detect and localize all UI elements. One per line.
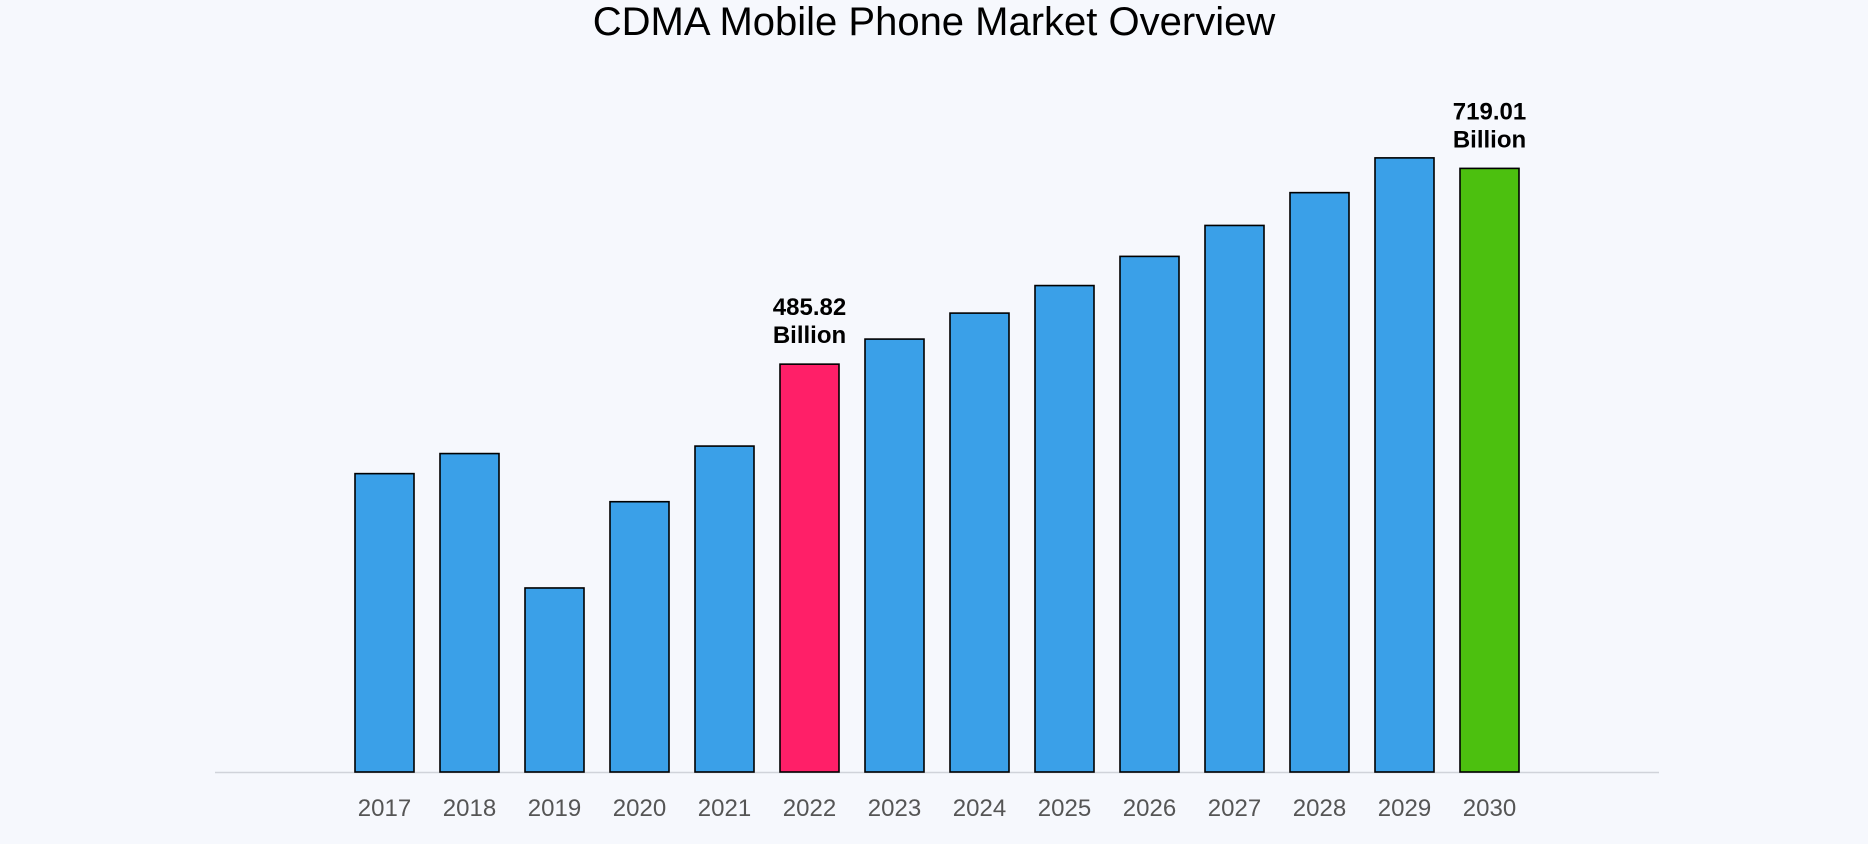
bar-2020 xyxy=(609,500,670,773)
bar-2029 xyxy=(1374,157,1435,773)
x-tick-label: 2029 xyxy=(1378,795,1431,822)
x-tick-label: 2028 xyxy=(1293,795,1346,822)
bar-2019 xyxy=(524,587,585,773)
bar-2017 xyxy=(354,472,415,773)
x-tick-label: 2025 xyxy=(1038,795,1091,822)
x-tick-label: 2017 xyxy=(358,795,411,822)
x-tick-label: 2024 xyxy=(953,795,1006,822)
x-tick-label: 2026 xyxy=(1123,795,1176,822)
data-label-2030: 719.01 xyxy=(1453,98,1526,125)
x-tick-label: 2023 xyxy=(868,795,921,822)
x-tick-label: 2030 xyxy=(1463,795,1516,822)
bar-2022 xyxy=(779,363,840,773)
bar-2025 xyxy=(1034,284,1095,773)
x-tick-label: 2020 xyxy=(613,795,666,822)
bar-2028 xyxy=(1289,191,1350,773)
bar-2027 xyxy=(1204,224,1265,773)
x-tick-label: 2018 xyxy=(443,795,496,822)
data-label-2022: 485.82 xyxy=(773,294,846,321)
data-label-2030: Billion xyxy=(1453,126,1526,153)
bar-2026 xyxy=(1119,255,1180,773)
data-label-2022: Billion xyxy=(773,322,846,349)
x-tick-label: 2021 xyxy=(698,795,751,822)
x-tick-label: 2019 xyxy=(528,795,581,822)
chart-title: CDMA Mobile Phone Market Overview xyxy=(592,0,1276,44)
bar-2024 xyxy=(949,312,1010,773)
bar-2021 xyxy=(694,445,755,773)
bar-2018 xyxy=(439,452,500,773)
bar-2030 xyxy=(1459,167,1520,773)
x-tick-label: 2022 xyxy=(783,795,836,822)
x-tick-label: 2027 xyxy=(1208,795,1261,822)
bar-2023 xyxy=(864,338,925,773)
